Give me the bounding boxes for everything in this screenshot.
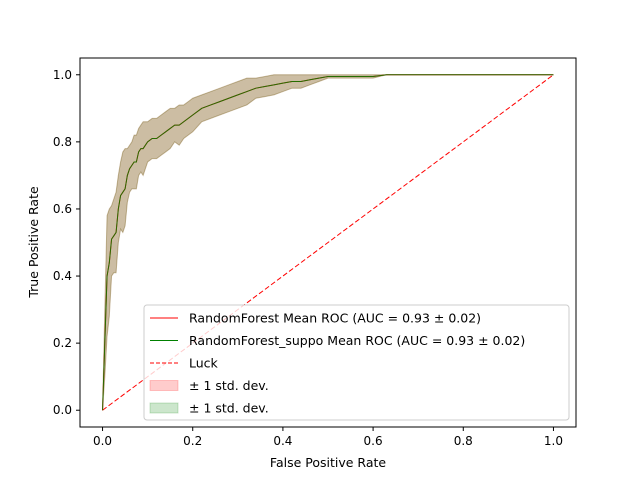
x-tick-label: 0.8	[454, 434, 473, 448]
y-tick-label: 0.0	[53, 403, 72, 417]
std-dev-band-1	[102, 74, 554, 411]
legend-handle-5	[149, 402, 179, 414]
x-tick-label: 1.0	[544, 434, 563, 448]
legend-handle-4	[149, 380, 179, 391]
std-dev-bands	[102, 74, 554, 411]
std-dev-band-2	[102, 74, 554, 411]
x-axis-label: False Positive Rate	[270, 455, 386, 470]
y-axis-ticks: 0.0 0.2 0.4 0.6 0.8 1.0	[53, 68, 80, 417]
x-tick-label: 0.0	[93, 434, 112, 448]
axes-frame	[79, 57, 577, 428]
y-tick-label: 0.2	[53, 336, 72, 350]
legend-label-3: Luck	[189, 356, 219, 371]
legend-label-2: RandomForest_suppo Mean ROC (AUC = 0.93 …	[189, 333, 525, 348]
y-tick-label: 1.0	[53, 68, 72, 82]
legend-label-5: ± 1 std. dev.	[189, 401, 269, 416]
x-tick-label: 0.4	[273, 434, 292, 448]
y-tick-label: 0.4	[53, 269, 72, 283]
legend-label-1: RandomForest Mean ROC (AUC = 0.93 ± 0.02…	[189, 311, 481, 326]
y-axis-label: True Positive Rate	[26, 186, 41, 299]
legend: RandomForest Mean ROC (AUC = 0.93 ± 0.02…	[143, 304, 570, 421]
legend-box	[143, 304, 570, 421]
x-tick-label: 0.6	[364, 434, 383, 448]
series-line-2	[102, 74, 554, 411]
x-axis-ticks: 0.0 0.2 0.4 0.6 0.8 1.0	[93, 427, 563, 448]
y-tick-label: 0.6	[53, 202, 72, 216]
legend-label-4: ± 1 std. dev.	[189, 378, 269, 393]
x-tick-label: 0.2	[183, 434, 202, 448]
y-tick-label: 0.8	[53, 135, 72, 149]
